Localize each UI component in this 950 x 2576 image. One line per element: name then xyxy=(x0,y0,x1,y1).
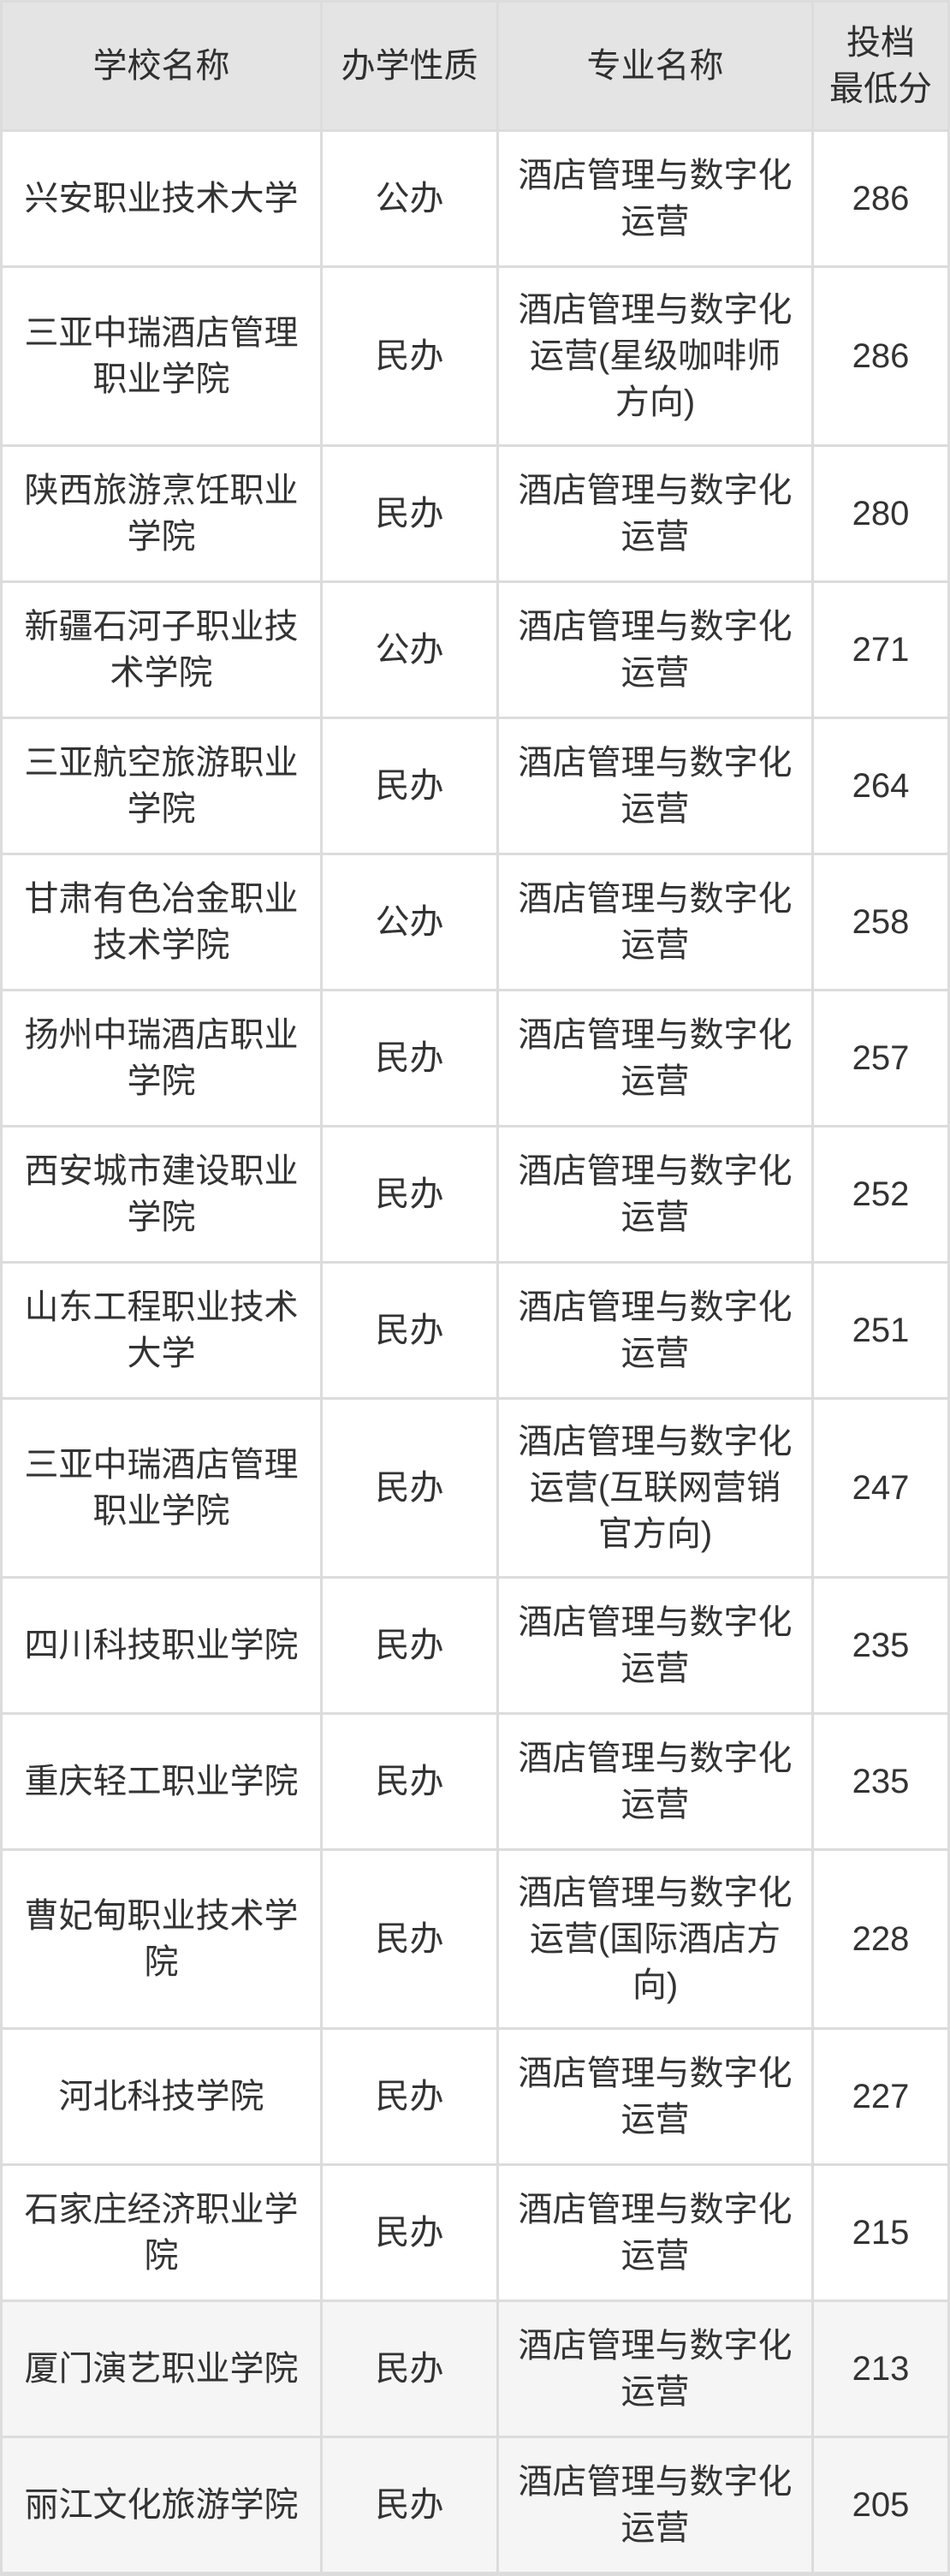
table-row: 新疆石河子职业技术学院 公办 酒店管理与数字化运营 271 xyxy=(3,583,947,717)
table-row: 三亚中瑞酒店管理职业学院 民办 酒店管理与数字化运营(星级咖啡师方向) 286 xyxy=(3,268,947,444)
score-cell: 247 xyxy=(814,1400,947,1576)
score-cell: 271 xyxy=(814,583,947,717)
major-cell: 酒店管理与数字化运营 xyxy=(499,2030,811,2163)
major-cell: 酒店管理与数字化运营 xyxy=(499,2166,811,2299)
school-cell: 陕西旅游烹饪职业学院 xyxy=(3,447,320,580)
type-cell: 民办 xyxy=(323,1127,496,1261)
type-cell: 民办 xyxy=(323,1264,496,1397)
score-cell: 280 xyxy=(814,447,947,580)
major-cell: 酒店管理与数字化运营(国际酒店方向) xyxy=(499,1851,811,2027)
table-row: 四川科技职业学院 民办 酒店管理与数字化运营 235 xyxy=(3,1579,947,1712)
score-cell: 227 xyxy=(814,2030,947,2163)
school-cell: 扬州中瑞酒店职业学院 xyxy=(3,991,320,1125)
major-cell: 酒店管理与数字化运营 xyxy=(499,855,811,989)
table-row: 扬州中瑞酒店职业学院 民办 酒店管理与数字化运营 257 xyxy=(3,991,947,1125)
type-cell: 民办 xyxy=(323,719,496,853)
major-cell: 酒店管理与数字化运营 xyxy=(499,1715,811,1848)
header-school-type: 办学性质 xyxy=(323,3,496,129)
school-cell: 三亚航空旅游职业学院 xyxy=(3,719,320,853)
table-row: 厦门演艺职业学院 民办 酒店管理与数字化运营 213 xyxy=(3,2302,947,2436)
score-cell: 205 xyxy=(814,2438,947,2572)
score-cell: 235 xyxy=(814,1579,947,1712)
score-cell: 228 xyxy=(814,1851,947,2027)
type-cell: 民办 xyxy=(323,2302,496,2436)
table-row: 甘肃有色冶金职业技术学院 公办 酒店管理与数字化运营 258 xyxy=(3,855,947,989)
type-cell: 民办 xyxy=(323,1851,496,2027)
major-cell: 酒店管理与数字化运营 xyxy=(499,1264,811,1397)
school-cell: 三亚中瑞酒店管理职业学院 xyxy=(3,268,320,444)
type-cell: 公办 xyxy=(323,855,496,989)
header-major-name: 专业名称 xyxy=(499,3,811,129)
header-school-name: 学校名称 xyxy=(3,3,320,129)
major-cell: 酒店管理与数字化运营 xyxy=(499,2302,811,2436)
type-cell: 公办 xyxy=(323,132,496,265)
major-cell: 酒店管理与数字化运营 xyxy=(499,1127,811,1261)
school-cell: 河北科技学院 xyxy=(3,2030,320,2163)
type-cell: 民办 xyxy=(323,268,496,444)
major-cell: 酒店管理与数字化运营 xyxy=(499,132,811,265)
major-cell: 酒店管理与数字化运营 xyxy=(499,991,811,1125)
score-cell: 215 xyxy=(814,2166,947,2299)
table-row: 河北科技学院 民办 酒店管理与数字化运营 227 xyxy=(3,2030,947,2163)
table-row: 曹妃甸职业技术学院 民办 酒店管理与数字化运营(国际酒店方向) 228 xyxy=(3,1851,947,2027)
school-cell: 四川科技职业学院 xyxy=(3,1579,320,1712)
school-cell: 石家庄经济职业学院 xyxy=(3,2166,320,2299)
score-cell: 286 xyxy=(814,132,947,265)
score-cell: 258 xyxy=(814,855,947,989)
table-row: 山东工程职业技术大学 民办 酒店管理与数字化运营 251 xyxy=(3,1264,947,1397)
score-cell: 235 xyxy=(814,1715,947,1848)
major-cell: 酒店管理与数字化运营(互联网营销官方向) xyxy=(499,1400,811,1576)
school-cell: 重庆轻工职业学院 xyxy=(3,1715,320,1848)
major-cell: 酒店管理与数字化运营 xyxy=(499,2438,811,2572)
school-cell: 厦门演艺职业学院 xyxy=(3,2302,320,2436)
school-cell: 兴安职业技术大学 xyxy=(3,132,320,265)
header-min-score: 投档 最低分 xyxy=(814,3,947,129)
type-cell: 民办 xyxy=(323,2166,496,2299)
table-row: 三亚中瑞酒店管理职业学院 民办 酒店管理与数字化运营(互联网营销官方向) 247 xyxy=(3,1400,947,1576)
type-cell: 民办 xyxy=(323,2438,496,2572)
score-cell: 286 xyxy=(814,268,947,444)
school-cell: 丽江文化旅游学院 xyxy=(3,2438,320,2572)
major-cell: 酒店管理与数字化运营 xyxy=(499,447,811,580)
major-cell: 酒店管理与数字化运营 xyxy=(499,583,811,717)
score-cell: 264 xyxy=(814,719,947,853)
type-cell: 民办 xyxy=(323,1400,496,1576)
type-cell: 民办 xyxy=(323,447,496,580)
type-cell: 民办 xyxy=(323,991,496,1125)
school-cell: 甘肃有色冶金职业技术学院 xyxy=(3,855,320,989)
table-row: 西安城市建设职业学院 民办 酒店管理与数字化运营 252 xyxy=(3,1127,947,1261)
school-cell: 山东工程职业技术大学 xyxy=(3,1264,320,1397)
major-cell: 酒店管理与数字化运营 xyxy=(499,1579,811,1712)
school-cell: 西安城市建设职业学院 xyxy=(3,1127,320,1261)
table-row: 丽江文化旅游学院 民办 酒店管理与数字化运营 205 xyxy=(3,2438,947,2572)
major-cell: 酒店管理与数字化运营(星级咖啡师方向) xyxy=(499,268,811,444)
score-cell: 251 xyxy=(814,1264,947,1397)
score-cell: 213 xyxy=(814,2302,947,2436)
type-cell: 民办 xyxy=(323,2030,496,2163)
type-cell: 公办 xyxy=(323,583,496,717)
table-row: 三亚航空旅游职业学院 民办 酒店管理与数字化运营 264 xyxy=(3,719,947,853)
score-cell: 252 xyxy=(814,1127,947,1261)
type-cell: 民办 xyxy=(323,1715,496,1848)
type-cell: 民办 xyxy=(323,1579,496,1712)
table-row: 石家庄经济职业学院 民办 酒店管理与数字化运营 215 xyxy=(3,2166,947,2299)
school-cell: 曹妃甸职业技术学院 xyxy=(3,1851,320,2027)
table-row: 重庆轻工职业学院 民办 酒店管理与数字化运营 235 xyxy=(3,1715,947,1848)
table-row: 兴安职业技术大学 公办 酒店管理与数字化运营 286 xyxy=(3,132,947,265)
school-cell: 三亚中瑞酒店管理职业学院 xyxy=(3,1400,320,1576)
table-row: 陕西旅游烹饪职业学院 民办 酒店管理与数字化运营 280 xyxy=(3,447,947,580)
major-cell: 酒店管理与数字化运营 xyxy=(499,719,811,853)
school-cell: 新疆石河子职业技术学院 xyxy=(3,583,320,717)
score-cell: 257 xyxy=(814,991,947,1125)
table-header-row: 学校名称 办学性质 专业名称 投档 最低分 xyxy=(3,3,947,129)
